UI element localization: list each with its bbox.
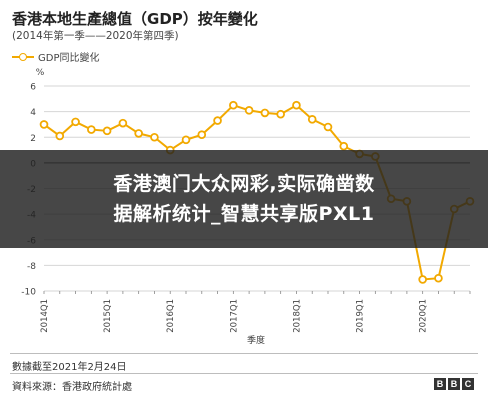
bbc-logo: B B C (434, 378, 474, 390)
data-point (418, 275, 427, 284)
x-tick-label: 2016Q1 (166, 299, 176, 333)
bbc-logo-letter: B (448, 378, 460, 390)
data-point (434, 273, 443, 283)
data-point (292, 100, 301, 110)
data-point (71, 117, 80, 127)
bbc-logo-letter: C (462, 378, 474, 390)
data-point (181, 135, 191, 145)
footer-date-note: 數據截至2021年2月24日 (12, 362, 127, 373)
data-point (197, 130, 207, 139)
headline-overlay: 香港澳门大众网彩,实际确凿数 据解析统计_智慧共享版PXL1 (0, 150, 488, 248)
y-tick-label: 2 (30, 134, 36, 144)
y-tick-label: 4 (30, 108, 36, 118)
legend-label: GDP同比變化 (38, 53, 100, 64)
legend: GDP同比變化 (12, 49, 99, 64)
x-axis-title: 季度 (247, 334, 265, 346)
y-tick-label: -8 (27, 262, 36, 272)
data-point (229, 100, 238, 110)
x-tick-label: 2018Q1 (292, 299, 302, 333)
data-point (134, 129, 143, 138)
data-point (339, 141, 349, 151)
overlay-line-1: 香港澳门大众网彩,实际确凿数 (113, 173, 375, 195)
footer-source: 資料來源：香港政府統計處 (12, 382, 132, 393)
data-point (118, 118, 128, 128)
chart-title: 香港本地生產總值（GDP）按年變化 (12, 10, 258, 28)
x-tick-label: 2019Q1 (356, 299, 366, 333)
chart-subtitle: (2014年第一季——2020年第四季) (12, 30, 179, 42)
footer-divider-2 (10, 373, 478, 374)
overlay-line-2: 据解析统计_智慧共享版PXL1 (113, 203, 375, 225)
data-point (39, 120, 49, 129)
data-point (307, 115, 317, 124)
x-axis-ticks: 2014Q1 2015Q1 2016Q1 2017Q1 2018Q1 2019Q1 2020… (40, 291, 471, 333)
data-point (244, 106, 254, 115)
data-point (55, 131, 65, 141)
data-point (102, 126, 112, 136)
x-tick-label: 2017Q1 (229, 299, 239, 333)
bbc-logo-letter: B (434, 378, 446, 390)
y-tick-label: 6 (30, 83, 36, 93)
data-point (150, 132, 159, 142)
data-point (87, 125, 96, 134)
legend-line-marker-icon (12, 52, 34, 62)
y-tick-label: -10 (21, 288, 36, 298)
data-point (260, 108, 270, 118)
footer-divider (10, 353, 478, 354)
x-tick-label: 2015Q1 (103, 299, 113, 333)
y-axis-unit-label: % (36, 68, 45, 78)
data-point (323, 122, 333, 132)
x-tick-label: 2014Q1 (40, 299, 50, 333)
data-point (213, 116, 222, 125)
x-tick-label: 2020Q1 (419, 299, 429, 333)
data-point (276, 109, 285, 119)
